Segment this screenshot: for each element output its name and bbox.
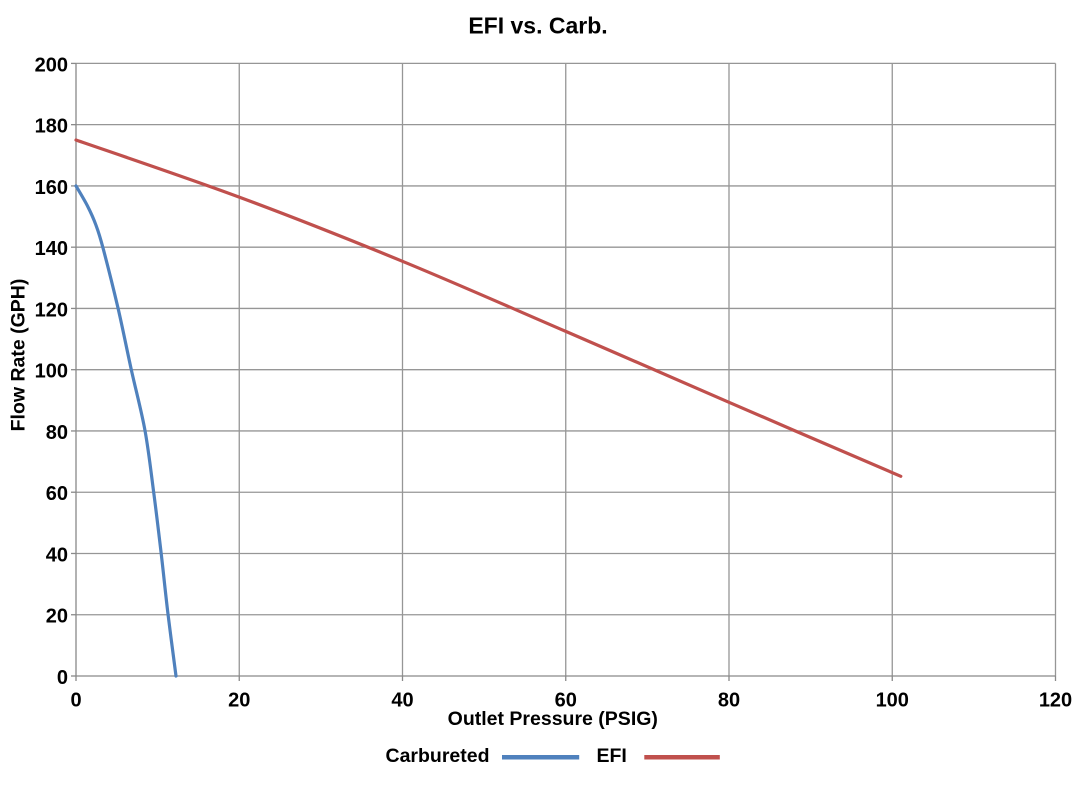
svg-text:200: 200 — [35, 54, 68, 76]
svg-text:80: 80 — [46, 422, 68, 444]
svg-text:160: 160 — [35, 177, 68, 199]
svg-text:100: 100 — [876, 690, 909, 712]
svg-text:0: 0 — [57, 667, 68, 689]
svg-text:Carbureted: Carbureted — [386, 745, 490, 767]
svg-text:120: 120 — [1039, 690, 1072, 712]
svg-text:60: 60 — [46, 483, 68, 505]
svg-text:EFI: EFI — [597, 745, 627, 767]
svg-text:60: 60 — [555, 690, 577, 712]
svg-text:EFI vs. Carb.: EFI vs. Carb. — [468, 13, 607, 39]
svg-text:120: 120 — [35, 299, 68, 321]
svg-text:80: 80 — [718, 690, 740, 712]
svg-text:40: 40 — [391, 690, 413, 712]
svg-text:100: 100 — [35, 361, 68, 383]
svg-text:140: 140 — [35, 238, 68, 260]
svg-text:Outlet Pressure (PSIG): Outlet Pressure (PSIG) — [448, 708, 658, 730]
svg-text:20: 20 — [46, 606, 68, 628]
svg-text:Flow Rate (GPH): Flow Rate (GPH) — [8, 279, 30, 432]
svg-text:40: 40 — [46, 545, 68, 567]
svg-text:180: 180 — [35, 116, 68, 138]
svg-text:20: 20 — [228, 690, 250, 712]
svg-text:0: 0 — [70, 690, 81, 712]
